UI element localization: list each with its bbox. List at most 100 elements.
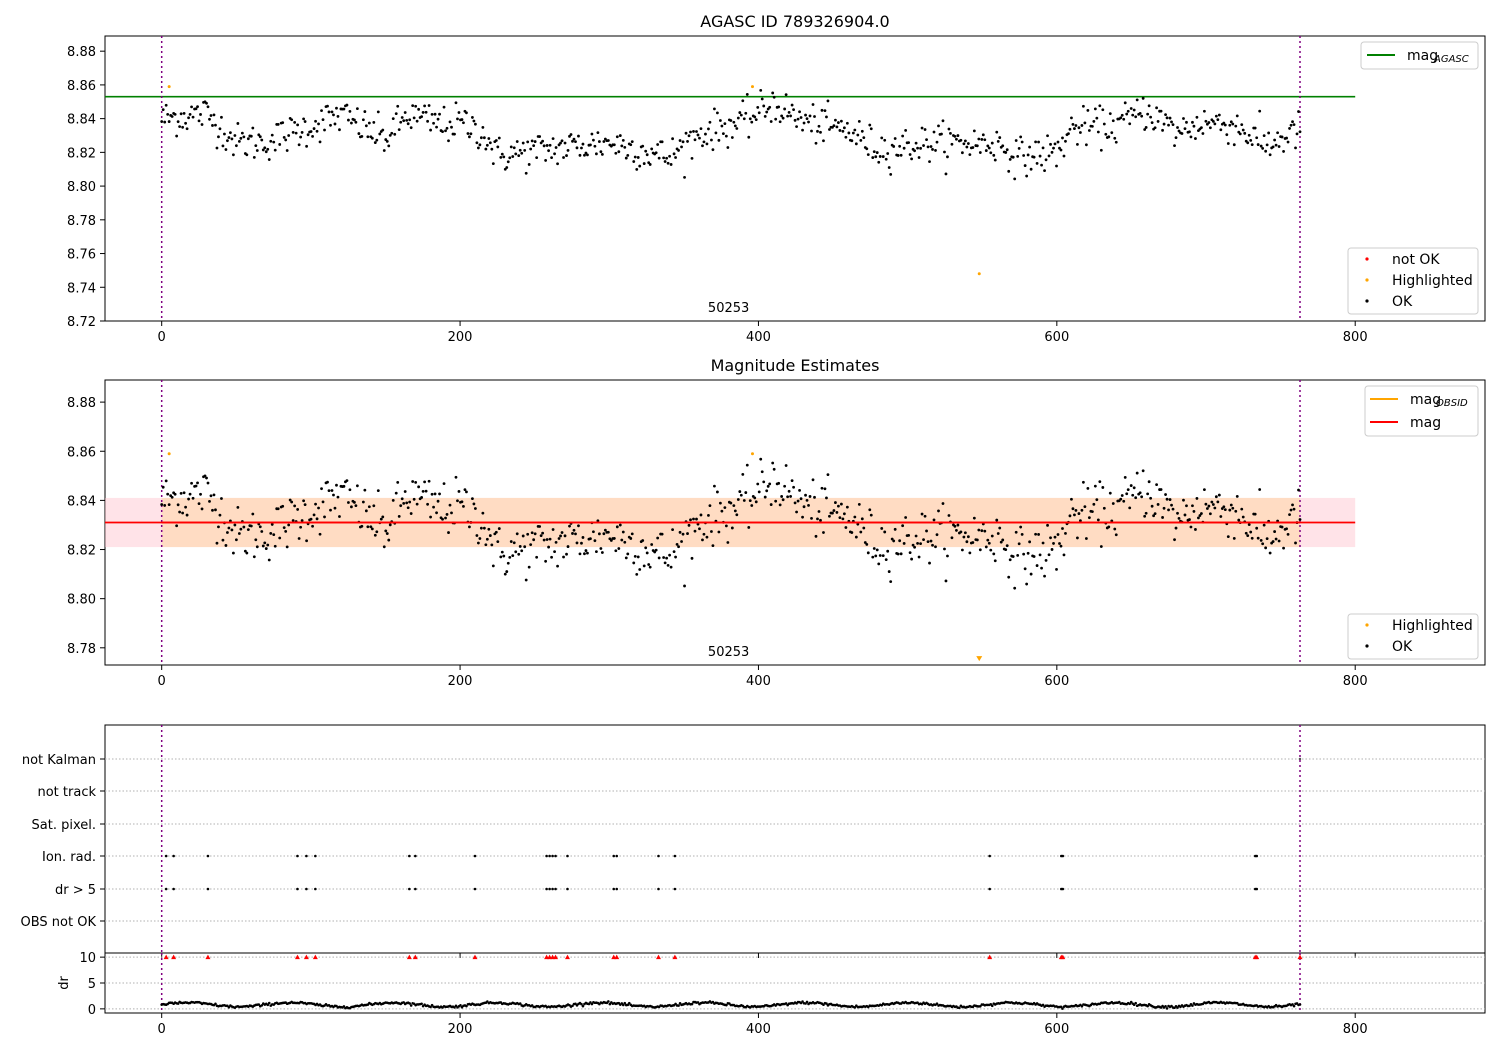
ok-point [350, 121, 353, 125]
ok-point [315, 129, 319, 133]
ok-point [577, 134, 580, 138]
ok-point [290, 118, 294, 122]
ok-point [629, 537, 633, 540]
ok-point [711, 148, 715, 152]
flag-point [551, 887, 554, 891]
ok-point [1202, 109, 1206, 113]
ok-point [258, 135, 262, 139]
ok-point [1171, 507, 1175, 511]
ok-point [566, 545, 570, 548]
ok-point [175, 524, 179, 528]
ok-point [663, 561, 667, 565]
ok-point [965, 145, 969, 149]
flag-point [657, 854, 660, 858]
ok-point [934, 545, 937, 549]
ok-point [795, 125, 798, 129]
ok-point [804, 493, 807, 497]
ok-point [1087, 516, 1091, 520]
ok-point [370, 136, 374, 140]
ok-point [1098, 480, 1102, 484]
legend-label: not OK [1392, 252, 1440, 268]
ok-point [366, 135, 370, 139]
obsid-label: 50253 [708, 301, 749, 316]
ok-point [430, 113, 434, 116]
ok-point [226, 531, 229, 534]
ok-point [255, 149, 259, 152]
ok-point [231, 153, 235, 157]
ok-point [372, 120, 376, 124]
ok-point [1108, 112, 1112, 116]
ok-point [445, 126, 449, 130]
ok-point [893, 137, 897, 140]
ok-point [762, 104, 766, 108]
ok-point [375, 138, 379, 142]
ok-point [408, 500, 412, 504]
flag-point [296, 854, 299, 858]
ok-point [1016, 553, 1020, 557]
ok-point [690, 157, 694, 160]
ok-point [1044, 158, 1048, 162]
ok-point [315, 517, 319, 521]
ok-point [1165, 116, 1169, 120]
ok-point [212, 493, 216, 497]
ok-point [369, 525, 373, 529]
ok-point [448, 503, 452, 507]
ok-point [584, 549, 588, 552]
ok-point [1125, 112, 1129, 116]
ok-point [300, 519, 304, 522]
ok-point [1019, 135, 1023, 139]
ok-point [227, 136, 231, 139]
ok-point [433, 112, 437, 116]
ok-point [817, 124, 821, 128]
ok-point [778, 503, 782, 507]
ok-point [420, 496, 424, 499]
ok-point [780, 114, 784, 118]
ok-point [813, 115, 816, 118]
ok-point [735, 513, 739, 517]
ok-point [696, 522, 700, 526]
ok-point [237, 139, 241, 143]
dr-clipped-point [312, 954, 318, 960]
ok-point [511, 155, 515, 158]
ok-point [801, 128, 804, 132]
ok-point [1059, 544, 1063, 548]
ok-point [955, 529, 958, 532]
ok-point [683, 584, 686, 588]
ok-point [668, 154, 672, 158]
ok-point [1126, 109, 1130, 113]
ok-point [296, 123, 300, 127]
ok-point [689, 130, 692, 134]
dr-clipped-point [163, 954, 169, 960]
ok-point [326, 480, 329, 484]
ok-point [320, 487, 323, 491]
ok-point [266, 147, 270, 151]
ok-point [1280, 525, 1284, 529]
ok-point [672, 152, 676, 156]
ok-point [263, 541, 267, 545]
ok-point [514, 152, 518, 156]
ok-point [450, 125, 453, 129]
ok-point [1092, 119, 1096, 123]
ok-point [923, 128, 927, 131]
ok-point [768, 482, 772, 486]
ok-point [366, 525, 370, 529]
flag-point [545, 854, 548, 858]
ok-point [309, 517, 313, 521]
ok-point [901, 134, 905, 138]
ok-point [496, 145, 500, 149]
ok-point [1222, 121, 1226, 125]
ok-point [1200, 126, 1203, 130]
ok-point [787, 489, 791, 493]
ok-point [1083, 505, 1087, 509]
ok-point [704, 132, 707, 136]
ok-point [1241, 128, 1245, 132]
ok-point [621, 138, 625, 142]
ok-point [345, 479, 349, 483]
ok-point [805, 498, 809, 502]
ok-point [989, 548, 993, 552]
flag-point [414, 887, 417, 891]
ok-point [396, 480, 400, 484]
y-tick-label: 8.88 [67, 396, 96, 411]
ok-point [629, 143, 633, 147]
